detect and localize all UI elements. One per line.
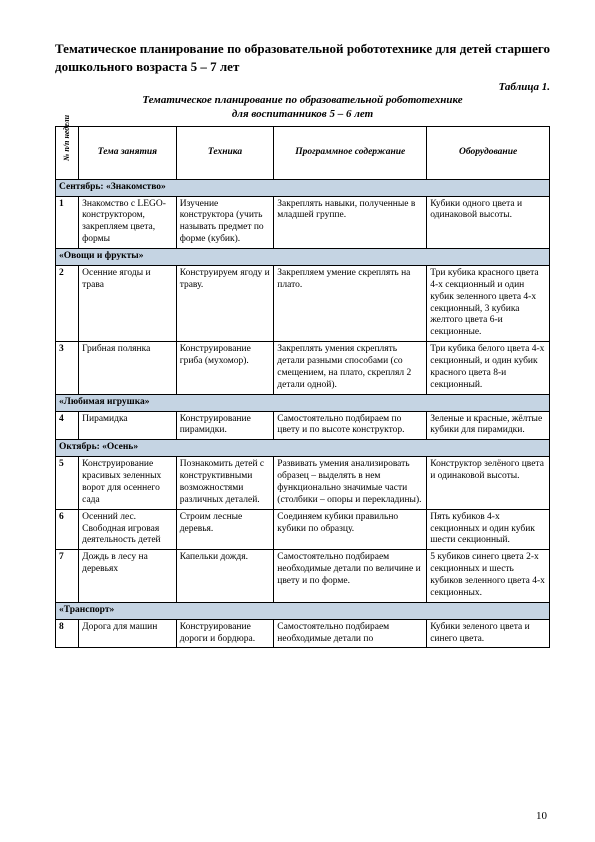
cell-technique: Капельки дождя.	[176, 550, 274, 603]
cell-num: 5	[56, 457, 79, 510]
cell-program: Закреплять навыки, полученные в младшей …	[274, 196, 427, 249]
cell-topic: Пирамидка	[79, 411, 177, 440]
table-row: 2Осенние ягоды и траваКонструируем ягоду…	[56, 265, 550, 341]
cell-topic: Грибная полянка	[79, 342, 177, 395]
cell-topic: Осенний лес. Свободная игровая деятельно…	[79, 509, 177, 550]
cell-technique: Познакомить детей с конструктивными возм…	[176, 457, 274, 510]
cell-num: 2	[56, 265, 79, 341]
cell-program: Закреплять умения скреплять детали разны…	[274, 342, 427, 395]
cell-technique: Конструирование гриба (мухомор).	[176, 342, 274, 395]
cell-topic: Знакомство с LEGO-конструктором, закрепл…	[79, 196, 177, 249]
table-row: 5Конструирование красивых зеленных ворот…	[56, 457, 550, 510]
cell-num: 3	[56, 342, 79, 395]
section-row: Сентябрь: «Знакомство»	[56, 179, 550, 196]
cell-program: Самостоятельно подбираем необходимые дет…	[274, 550, 427, 603]
cell-technique: Конструируем ягоду и траву.	[176, 265, 274, 341]
col-header-topic: Тема занятия	[79, 126, 177, 179]
cell-equipment: 5 кубиков синего цвета 2-х секционных и …	[427, 550, 550, 603]
cell-num: 7	[56, 550, 79, 603]
header-row: № п/п недели Тема занятия Техника Програ…	[56, 126, 550, 179]
cell-program: Развивать умения анализировать образец –…	[274, 457, 427, 510]
col-header-equipment: Оборудование	[427, 126, 550, 179]
section-label: Октябрь: «Осень»	[56, 440, 550, 457]
section-row: «Любимая игрушка»	[56, 394, 550, 411]
cell-num: 4	[56, 411, 79, 440]
table-row: 8Дорога для машинКонструирование дороги …	[56, 619, 550, 648]
section-label: Сентябрь: «Знакомство»	[56, 179, 550, 196]
col-header-program: Программное содержание	[274, 126, 427, 179]
section-label: «Овощи и фрукты»	[56, 249, 550, 266]
cell-num: 6	[56, 509, 79, 550]
section-row: «Транспорт»	[56, 602, 550, 619]
cell-technique: Изучение конструктора (учить называть пр…	[176, 196, 274, 249]
cell-equipment: Три кубика белого цвета 4-х секционный, …	[427, 342, 550, 395]
cell-program: Закрепляем умение скреплять на плато.	[274, 265, 427, 341]
section-row: «Овощи и фрукты»	[56, 249, 550, 266]
table-row: 7Дождь в лесу на деревьяхКапельки дождя.…	[56, 550, 550, 603]
page-title: Тематическое планирование по образовател…	[55, 40, 550, 75]
section-label: «Любимая игрушка»	[56, 394, 550, 411]
table-row: 1Знакомство с LEGO-конструктором, закреп…	[56, 196, 550, 249]
table-row: 3Грибная полянкаКонструирование гриба (м…	[56, 342, 550, 395]
cell-num: 1	[56, 196, 79, 249]
cell-technique: Конструирование дороги и бордюра.	[176, 619, 274, 648]
cell-num: 8	[56, 619, 79, 648]
col-header-num: № п/п недели	[56, 126, 79, 179]
cell-equipment: Зеленые и красные, жёлтые кубики для пир…	[427, 411, 550, 440]
cell-program: Самостоятельно подбираем по цвету и по в…	[274, 411, 427, 440]
table-row: 6Осенний лес. Свободная игровая деятельн…	[56, 509, 550, 550]
cell-program: Самостоятельно подбираем необходимые дет…	[274, 619, 427, 648]
table-caption: Тематическое планирование по образовател…	[55, 93, 550, 122]
cell-topic: Дождь в лесу на деревьях	[79, 550, 177, 603]
cell-equipment: Кубики одного цвета и одинаковой высоты.	[427, 196, 550, 249]
page-number: 10	[536, 810, 547, 822]
col-header-technique: Техника	[176, 126, 274, 179]
table-number-label: Таблица 1.	[55, 81, 550, 93]
section-row: Октябрь: «Осень»	[56, 440, 550, 457]
cell-equipment: Кубики зеленого цвета и синего цвета.	[427, 619, 550, 648]
cell-program: Соединяем кубики правильно кубики по обр…	[274, 509, 427, 550]
planning-table: № п/п недели Тема занятия Техника Програ…	[55, 126, 550, 649]
cell-equipment: Конструктор зелёного цвета и одинаковой …	[427, 457, 550, 510]
cell-technique: Конструирование пирамидки.	[176, 411, 274, 440]
cell-topic: Конструирование красивых зеленных ворот …	[79, 457, 177, 510]
cell-equipment: Три кубика красного цвета 4-х секционный…	[427, 265, 550, 341]
section-label: «Транспорт»	[56, 602, 550, 619]
cell-topic: Осенние ягоды и трава	[79, 265, 177, 341]
cell-equipment: Пять кубиков 4-х секционных и один кубик…	[427, 509, 550, 550]
cell-topic: Дорога для машин	[79, 619, 177, 648]
table-row: 4ПирамидкаКонструирование пирамидки.Само…	[56, 411, 550, 440]
cell-technique: Строим лесные деревья.	[176, 509, 274, 550]
